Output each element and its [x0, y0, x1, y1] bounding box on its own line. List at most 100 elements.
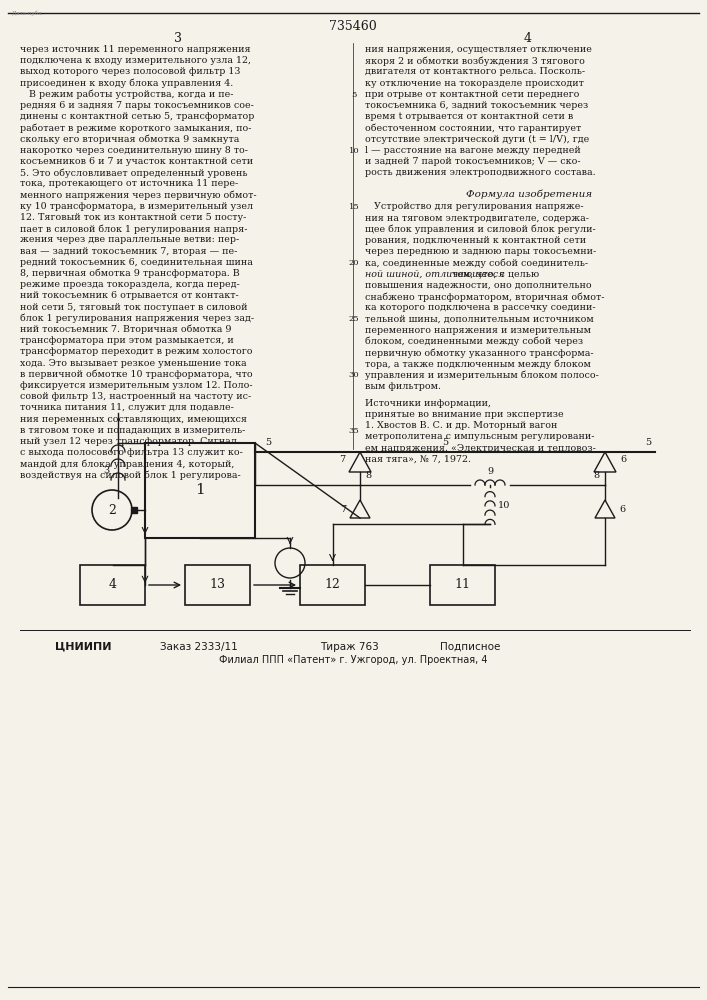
Text: менного напряжения через первичную обмот-: менного напряжения через первичную обмот… — [20, 191, 257, 200]
Text: 7: 7 — [340, 504, 346, 514]
Text: ку 10 трансформатора, в измерительный узел: ку 10 трансформатора, в измерительный уз… — [20, 202, 253, 211]
Text: 6: 6 — [619, 504, 625, 514]
Text: 3: 3 — [174, 32, 182, 45]
Text: 20: 20 — [349, 259, 359, 267]
Text: Дата публ.: Дата публ. — [12, 10, 43, 15]
Bar — [131, 507, 137, 513]
Text: ния напряжения, осуществляет отключение: ния напряжения, осуществляет отключение — [365, 45, 592, 54]
Text: ка, соединенные между собой соединитель-: ка, соединенные между собой соединитель- — [365, 258, 588, 268]
Text: метрополитена с импульсным регулировани-: метрополитена с импульсным регулировани- — [365, 432, 595, 441]
Text: Устройство для регулирования напряже-: Устройство для регулирования напряже- — [365, 202, 583, 211]
Text: рования, подключенный к контактной сети: рования, подключенный к контактной сети — [365, 236, 586, 245]
Text: ный узел 12 через трансформатор. Сигнал: ный узел 12 через трансформатор. Сигнал — [20, 437, 237, 446]
Text: 5: 5 — [442, 438, 448, 447]
Text: токосъемника 6, задний токосъемник через: токосъемника 6, задний токосъемник через — [365, 101, 588, 110]
Text: ния переменных составляющих, имеющихся: ния переменных составляющих, имеющихся — [20, 415, 247, 424]
Text: через источник 11 переменного напряжения: через источник 11 переменного напряжения — [20, 45, 250, 54]
Text: 5. Это обусловливает определенный уровень: 5. Это обусловливает определенный уровен… — [20, 168, 247, 178]
Text: подключена к входу измерительного узла 12,: подключена к входу измерительного узла 1… — [20, 56, 251, 65]
Text: тока, протекающего от источника 11 пере-: тока, протекающего от источника 11 пере- — [20, 179, 238, 188]
Text: отсутствие электрической дуги (t = l/V), где: отсутствие электрической дуги (t = l/V),… — [365, 135, 589, 144]
Text: Подписное: Подписное — [440, 642, 501, 652]
Text: ка которого подключена в рассечку соедини-: ка которого подключена в рассечку соедин… — [365, 303, 595, 312]
Text: тельной шины, дополнительным источником: тельной шины, дополнительным источником — [365, 314, 594, 323]
Text: 10: 10 — [498, 501, 510, 510]
Text: 4: 4 — [108, 578, 117, 591]
Text: 1: 1 — [195, 484, 205, 497]
Text: 3: 3 — [103, 466, 109, 475]
Text: 8, первичная обмотка 9 трансформатора. В: 8, первичная обмотка 9 трансформатора. В — [20, 269, 240, 278]
Text: ний токосъемник 6 отрывается от контакт-: ний токосъемник 6 отрывается от контакт- — [20, 291, 239, 300]
Text: 15: 15 — [349, 203, 359, 211]
Text: 12: 12 — [325, 578, 341, 591]
Text: через переднюю и заднюю пары токосъемни-: через переднюю и заднюю пары токосъемни- — [365, 247, 596, 256]
Text: трансформатора при этом размыкается, и: трансформатора при этом размыкается, и — [20, 336, 234, 345]
Text: 7: 7 — [339, 456, 345, 464]
Bar — [300, 565, 365, 605]
Text: ная тяга», № 7, 1972.: ная тяга», № 7, 1972. — [365, 455, 471, 464]
Text: В режим работы устройства, когда и пе-: В режим работы устройства, когда и пе- — [20, 90, 233, 99]
Text: 5: 5 — [265, 438, 271, 447]
Text: мандой для блока управления 4, который,: мандой для блока управления 4, который, — [20, 459, 235, 469]
Text: хода. Это вызывает резкое уменьшение тока: хода. Это вызывает резкое уменьшение ток… — [20, 359, 247, 368]
Text: вая — задний токосъемник 7, вторая — пе-: вая — задний токосъемник 7, вторая — пе- — [20, 247, 238, 256]
Text: с выхода полосового фильтра 13 служит ко-: с выхода полосового фильтра 13 служит ко… — [20, 448, 243, 457]
Text: скольку его вторичная обмотка 9 замкнута: скольку его вторичная обмотка 9 замкнута — [20, 135, 240, 144]
Bar — [185, 565, 250, 605]
Text: тора, а также подключенным между блоком: тора, а также подключенным между блоком — [365, 359, 591, 369]
Text: блок 1 регулирования напряжения через зад-: блок 1 регулирования напряжения через за… — [20, 314, 254, 323]
Text: 35: 35 — [349, 427, 359, 435]
Text: 25: 25 — [349, 315, 359, 323]
Text: точника питания 11, служит для подавле-: точника питания 11, служит для подавле- — [20, 403, 234, 412]
Text: ния на тяговом электродвигателе, содержа-: ния на тяговом электродвигателе, содержа… — [365, 214, 589, 223]
Text: снабжено трансформатором, вторичная обмот-: снабжено трансформатором, вторичная обмо… — [365, 292, 604, 302]
Text: 1. Хвостов В. С. и др. Моторный вагон: 1. Хвостов В. С. и др. Моторный вагон — [365, 421, 557, 430]
Text: 11: 11 — [455, 578, 470, 591]
Text: обесточенном состоянии, что гарантирует: обесточенном состоянии, что гарантирует — [365, 123, 581, 133]
Bar — [145, 443, 255, 538]
Text: при отрыве от контактной сети переднего: при отрыве от контактной сети переднего — [365, 90, 579, 99]
Text: Филиал ППП «Патент» г. Ужгород, ул. Проектная, 4: Филиал ППП «Патент» г. Ужгород, ул. Прое… — [218, 655, 487, 665]
Text: 13: 13 — [209, 578, 226, 591]
Text: рость движения электроподвижного состава.: рость движения электроподвижного состава… — [365, 168, 595, 177]
Text: и задней 7 парой токосъемников; V — ско-: и задней 7 парой токосъемников; V — ско- — [365, 157, 580, 166]
Text: Формула изобретения: Формула изобретения — [466, 189, 592, 199]
Text: принятые во внимание при экспертизе: принятые во внимание при экспертизе — [365, 410, 563, 419]
Text: время t отрывается от контактной сети в: время t отрывается от контактной сети в — [365, 112, 573, 121]
Text: 8: 8 — [594, 471, 600, 480]
Text: Тираж 763: Тираж 763 — [320, 642, 379, 652]
Bar — [430, 565, 495, 605]
Text: ЦНИИПИ: ЦНИИПИ — [55, 642, 112, 652]
Text: режиме проезда токораздела, когда перед-: режиме проезда токораздела, когда перед- — [20, 280, 240, 289]
Text: ний токосъемник 7. Вторичная обмотка 9: ний токосъемник 7. Вторичная обмотка 9 — [20, 325, 231, 334]
Text: повышения надежности, оно дополнительно: повышения надежности, оно дополнительно — [365, 281, 592, 290]
Text: Источники информации,: Источники информации, — [365, 399, 491, 408]
Text: блоком, соединенными между собой через: блоком, соединенными между собой через — [365, 337, 583, 346]
Text: 10: 10 — [349, 147, 359, 155]
Text: переменного напряжения и измерительным: переменного напряжения и измерительным — [365, 326, 591, 335]
Text: выход которого через полосовой фильтр 13: выход которого через полосовой фильтр 13 — [20, 67, 240, 76]
Text: 2: 2 — [108, 504, 116, 516]
Text: Заказ 2333/11: Заказ 2333/11 — [160, 642, 238, 652]
Text: динены с контактной сетью 5, трансформатор: динены с контактной сетью 5, трансформат… — [20, 112, 255, 121]
Text: вым фильтром.: вым фильтром. — [365, 382, 441, 391]
Text: тем, что, с целью: тем, что, с целью — [449, 270, 539, 279]
Text: жения через две параллельные ветви: пер-: жения через две параллельные ветви: пер- — [20, 235, 239, 244]
Text: 8: 8 — [365, 471, 371, 480]
Text: ной шиной, отличающееся: ной шиной, отличающееся — [365, 270, 505, 279]
Text: 5: 5 — [351, 91, 357, 99]
Text: присоединен к входу блока управления 4.: присоединен к входу блока управления 4. — [20, 79, 233, 88]
Text: в первичной обмотке 10 трансформатора, что: в первичной обмотке 10 трансформатора, ч… — [20, 370, 252, 379]
Text: управления и измерительным блоком полосо-: управления и измерительным блоком полосо… — [365, 370, 599, 380]
Text: пает в силовой блок 1 регулирования напря-: пает в силовой блок 1 регулирования напр… — [20, 224, 247, 234]
Text: накоротко через соединительную шину 8 то-: накоротко через соединительную шину 8 то… — [20, 146, 248, 155]
Text: якоря 2 и обмотки возбуждения 3 тягового: якоря 2 и обмотки возбуждения 3 тягового — [365, 56, 585, 66]
Text: 9: 9 — [487, 467, 493, 476]
Text: фиксируется измерительным узлом 12. Поло-: фиксируется измерительным узлом 12. Поло… — [20, 381, 252, 390]
Text: 5: 5 — [645, 438, 651, 447]
Text: l — расстояние на вагоне между передней: l — расстояние на вагоне между передней — [365, 146, 580, 155]
Text: ной сети 5, тяговый ток поступает в силовой: ной сети 5, тяговый ток поступает в сило… — [20, 303, 247, 312]
Text: воздействуя на силовой блок 1 регулирова-: воздействуя на силовой блок 1 регулирова… — [20, 471, 241, 480]
Text: двигателя от контактного рельса. Посколь-: двигателя от контактного рельса. Посколь… — [365, 67, 585, 76]
Text: 6: 6 — [620, 456, 626, 464]
